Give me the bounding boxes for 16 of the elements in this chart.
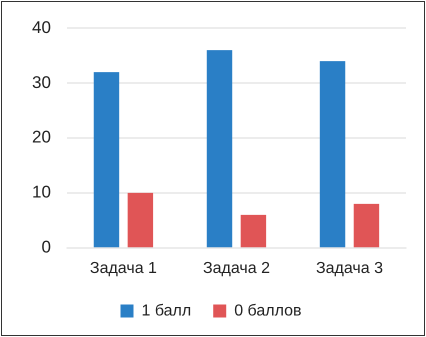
- bar: [206, 50, 232, 248]
- y-tick-label: 40: [32, 18, 51, 37]
- x-tick-label: Задача 1: [90, 260, 158, 277]
- legend-label: 0 баллов: [234, 302, 302, 320]
- x-tick-label: Задача 3: [316, 260, 384, 277]
- x-tick-label: Задача 2: [202, 260, 270, 277]
- bar: [320, 61, 346, 248]
- y-tick-label: 20: [32, 128, 51, 147]
- y-tick-label: 0: [41, 237, 51, 256]
- bar: [240, 214, 266, 248]
- bar: [354, 204, 380, 248]
- bar: [94, 72, 120, 248]
- legend-label: 1 балл: [142, 302, 192, 320]
- y-tick-label: 30: [32, 72, 51, 92]
- bar: [128, 192, 154, 248]
- y-tick-label: 10: [32, 182, 51, 202]
